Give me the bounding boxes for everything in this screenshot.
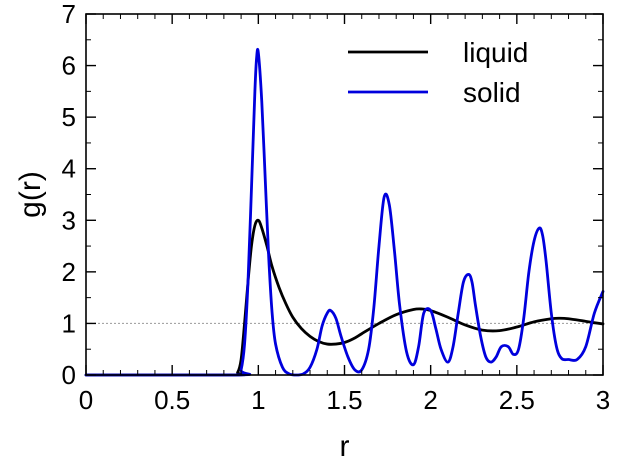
y-tick-label: 6 <box>62 51 76 81</box>
legend-label-liquid: liquid <box>463 37 528 68</box>
y-axis-label: g(r) <box>14 171 47 218</box>
x-tick-label: 0.5 <box>154 385 190 415</box>
x-axis-label: r <box>340 430 350 463</box>
x-tick-label: 2 <box>423 385 437 415</box>
x-tick-label: 3 <box>596 385 610 415</box>
legend-label-solid: solid <box>463 77 521 108</box>
plot-frame <box>85 13 604 376</box>
series-layer <box>84 47 605 377</box>
x-tick-label: 1.5 <box>326 385 362 415</box>
ticks-layer <box>85 13 604 376</box>
x-tick-label: 1 <box>251 385 265 415</box>
y-tick-label: 1 <box>62 308 76 338</box>
y-tick-label: 4 <box>62 154 76 184</box>
legend: liquid solid <box>348 37 528 108</box>
y-tick-label: 2 <box>62 257 76 287</box>
x-tick-label: 0 <box>79 385 93 415</box>
x-tick-label: 2.5 <box>499 385 535 415</box>
y-tick-label: 7 <box>62 0 76 29</box>
series-line-liquid <box>84 218 605 377</box>
y-tick-label: 0 <box>62 360 76 390</box>
tick-labels-layer: 0 0.5 1 1.5 2 2.5 3 0 1 2 3 4 5 6 7 <box>62 0 611 415</box>
y-tick-label: 3 <box>62 205 76 235</box>
series-line-solid <box>84 47 605 377</box>
y-tick-label: 5 <box>62 102 76 132</box>
